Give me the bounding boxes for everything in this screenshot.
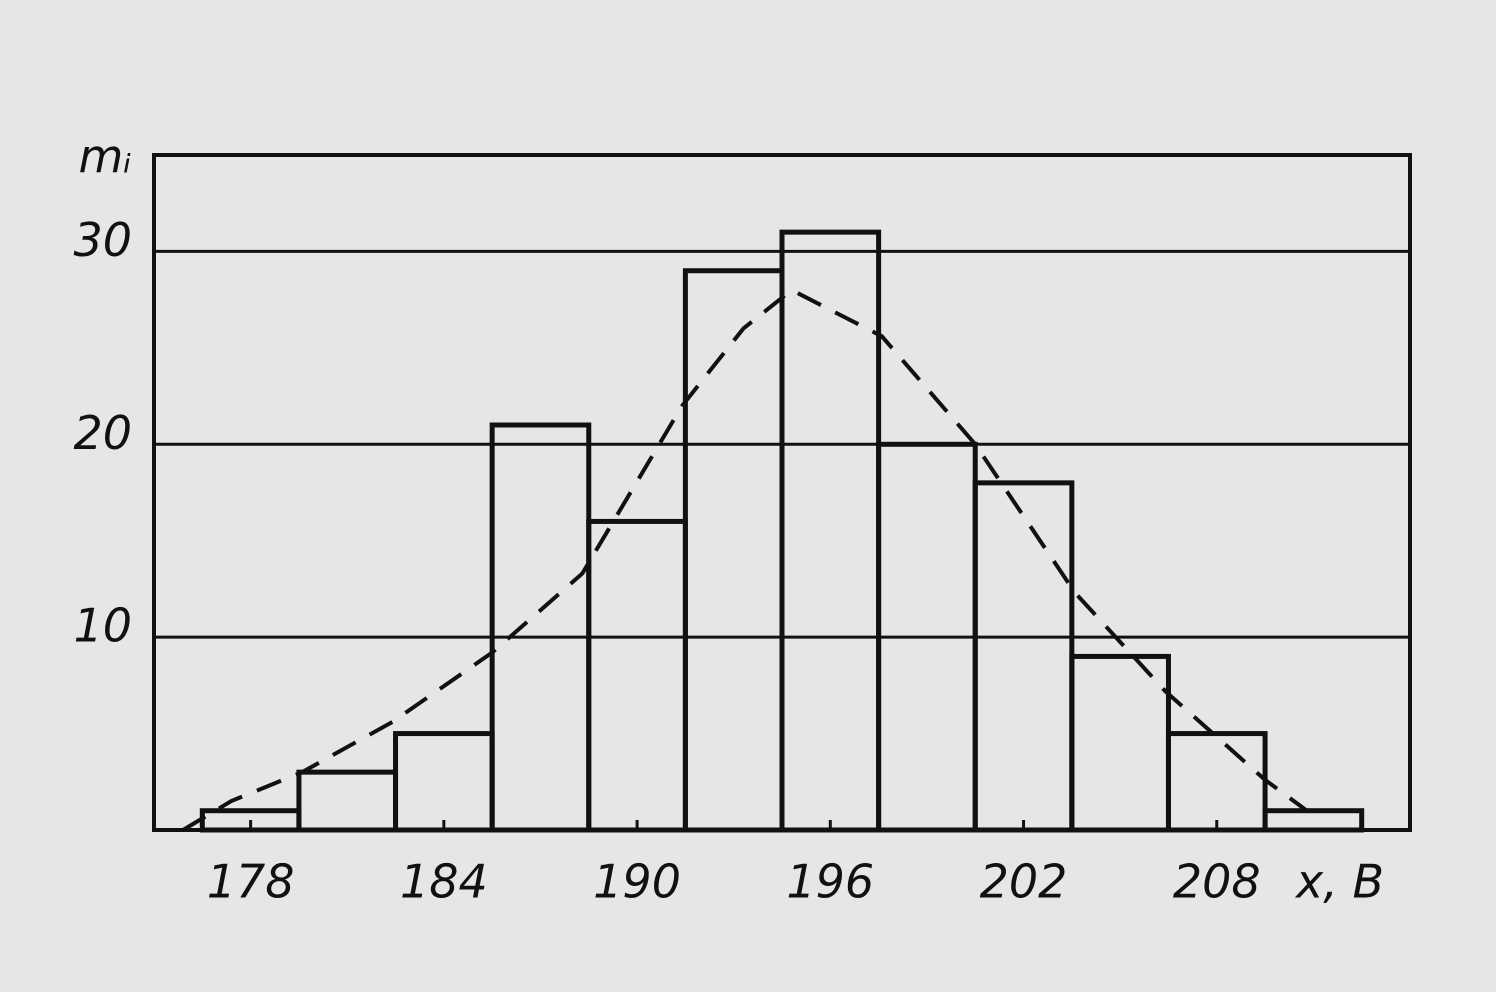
fitted-curve bbox=[181, 287, 1309, 832]
y-tick-label: 30 bbox=[73, 213, 132, 267]
bar bbox=[1069, 653, 1171, 833]
bar bbox=[1262, 808, 1365, 833]
bar bbox=[1165, 731, 1268, 833]
x-tick-label: 196 bbox=[786, 855, 874, 909]
bar bbox=[586, 518, 688, 833]
x-tick-label: 184 bbox=[400, 855, 488, 909]
bar bbox=[489, 422, 592, 833]
x-tick-label: 190 bbox=[593, 855, 681, 909]
x-tick-label: 208 bbox=[1173, 855, 1261, 909]
bar bbox=[393, 731, 495, 833]
bar bbox=[682, 268, 785, 833]
x-axis-label: x, В bbox=[1294, 855, 1384, 909]
bar bbox=[972, 480, 1075, 833]
bar bbox=[296, 769, 399, 833]
y-axis-label: mᵢ bbox=[78, 130, 131, 184]
x-tick-label: 202 bbox=[980, 855, 1068, 909]
bar bbox=[779, 229, 882, 833]
y-tick-label: 10 bbox=[73, 599, 132, 653]
x-tick-label: 178 bbox=[207, 855, 295, 909]
y-tick-label: 20 bbox=[73, 406, 132, 460]
